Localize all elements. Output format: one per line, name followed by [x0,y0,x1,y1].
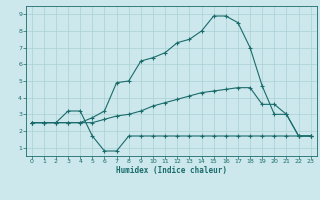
X-axis label: Humidex (Indice chaleur): Humidex (Indice chaleur) [116,166,227,175]
